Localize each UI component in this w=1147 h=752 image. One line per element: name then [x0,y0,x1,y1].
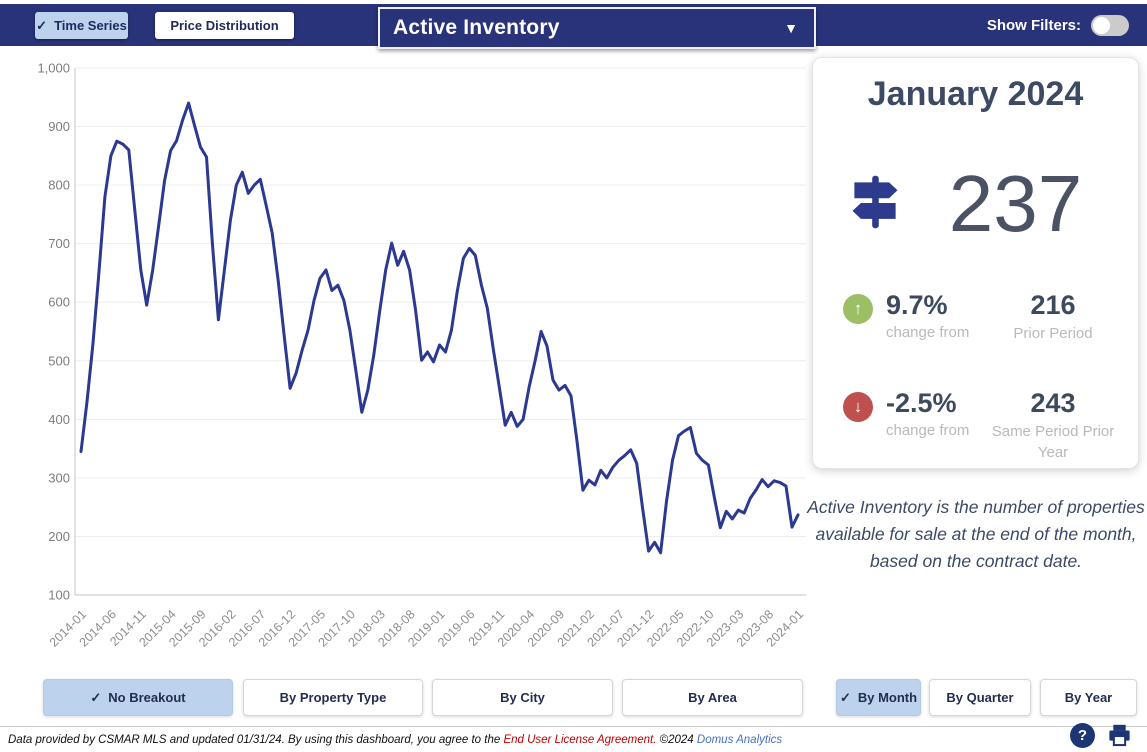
footer-text-1: Data provided by CSMAR MLS and updated 0… [8,733,504,746]
prior-period-value: 216 [1030,290,1076,320]
breakout-city-label: By City [500,690,545,705]
current-value: 237 [948,159,1083,248]
toggle-knob [1093,16,1110,34]
arrow-up-glyph: ↑ [853,299,863,318]
svg-text:200: 200 [48,529,70,544]
domus-analytics-link[interactable]: Domus Analytics [696,733,783,746]
check-icon: ✓ [839,689,851,705]
svg-text:400: 400 [48,412,70,427]
breakout-no-breakout-label: No Breakout [108,690,186,705]
prior-period-caption: change from [886,324,970,341]
check-icon: ✓ [36,17,48,33]
tab-time-series-label: Time Series [54,18,127,33]
signpost-icon [845,172,905,237]
prior-year-row: ↓ -2.5% change from 243 Same Period Prio… [813,388,1138,463]
prior-period-change-pct: 9.7% [886,290,948,320]
period-by-year[interactable]: By Year [1040,679,1137,716]
eula-link[interactable]: End User License Agreement. [503,733,657,746]
period-by-quarter-label: By Quarter [946,690,1014,705]
help-button[interactable]: ? [1070,723,1095,748]
svg-text:700: 700 [48,236,70,251]
svg-text:900: 900 [48,119,70,134]
prior-year-label: Same Period Prior Year [991,423,1115,461]
tab-time-series[interactable]: ✓ Time Series [35,12,128,39]
svg-text:1,000: 1,000 [37,61,70,76]
top-toolbar: ✓ Time Series Price Distribution Active … [0,4,1147,49]
question-glyph: ? [1077,727,1088,744]
breakout-area-label: By Area [688,690,737,705]
svg-text:500: 500 [48,353,70,368]
breakout-area[interactable]: By Area [622,679,803,716]
prior-period-row: ↑ 9.7% change from 216 Prior Period [813,290,1138,344]
footer: Data provided by CSMAR MLS and updated 0… [0,723,1147,752]
show-filters-group: Show Filters: [987,4,1129,46]
breakout-property-type[interactable]: By Property Type [243,679,423,716]
check-icon: ✓ [90,689,102,705]
prior-year-change-pct: -2.5% [886,388,957,419]
prior-year-caption: change from [886,422,970,440]
prior-year-value: 243 [1030,388,1076,419]
svg-text:300: 300 [48,470,70,485]
printer-icon [1109,724,1130,747]
breakout-no-breakout[interactable]: ✓ No Breakout [43,679,233,716]
footer-text-2: ©2024 [656,733,697,746]
period-by-year-label: By Year [1064,690,1113,705]
period-by-month-label: By Month [857,690,918,705]
print-button[interactable] [1106,722,1133,749]
tab-price-distribution-label: Price Distribution [170,18,279,33]
arrow-up-circle-icon: ↑ [843,294,873,324]
chevron-down-icon: ▼ [784,20,798,36]
footer-text: Data provided by CSMAR MLS and updated 0… [8,734,782,746]
metric-description: Active Inventory is the number of proper… [807,497,1145,572]
arrow-down-circle-icon: ↓ [843,392,873,423]
period-title: January 2024 [867,75,1084,113]
metric-dropdown[interactable]: Active Inventory ▼ [378,7,816,49]
inventory-line-chart: 1002003004005006007008009001,0002014-012… [37,61,806,650]
svg-text:100: 100 [48,588,70,603]
tab-price-distribution[interactable]: Price Distribution [155,12,294,39]
period-by-month[interactable]: ✓ By Month [836,679,921,716]
period-by-quarter[interactable]: By Quarter [929,679,1031,716]
current-value-row: 237 [813,158,1138,250]
summary-card: January 2024 237 ↑ 9.7% change from 216 … [812,57,1139,469]
prior-period-label: Prior Period [1013,325,1093,342]
show-filters-toggle[interactable] [1091,14,1129,36]
show-filters-label: Show Filters: [986,16,1081,34]
arrow-down-glyph: ↓ [853,397,863,417]
svg-text:600: 600 [48,295,70,310]
metric-dropdown-value: Active Inventory [393,16,560,39]
breakout-property-type-label: By Property Type [279,690,387,705]
svg-text:800: 800 [48,178,70,193]
breakout-city[interactable]: By City [432,679,613,716]
